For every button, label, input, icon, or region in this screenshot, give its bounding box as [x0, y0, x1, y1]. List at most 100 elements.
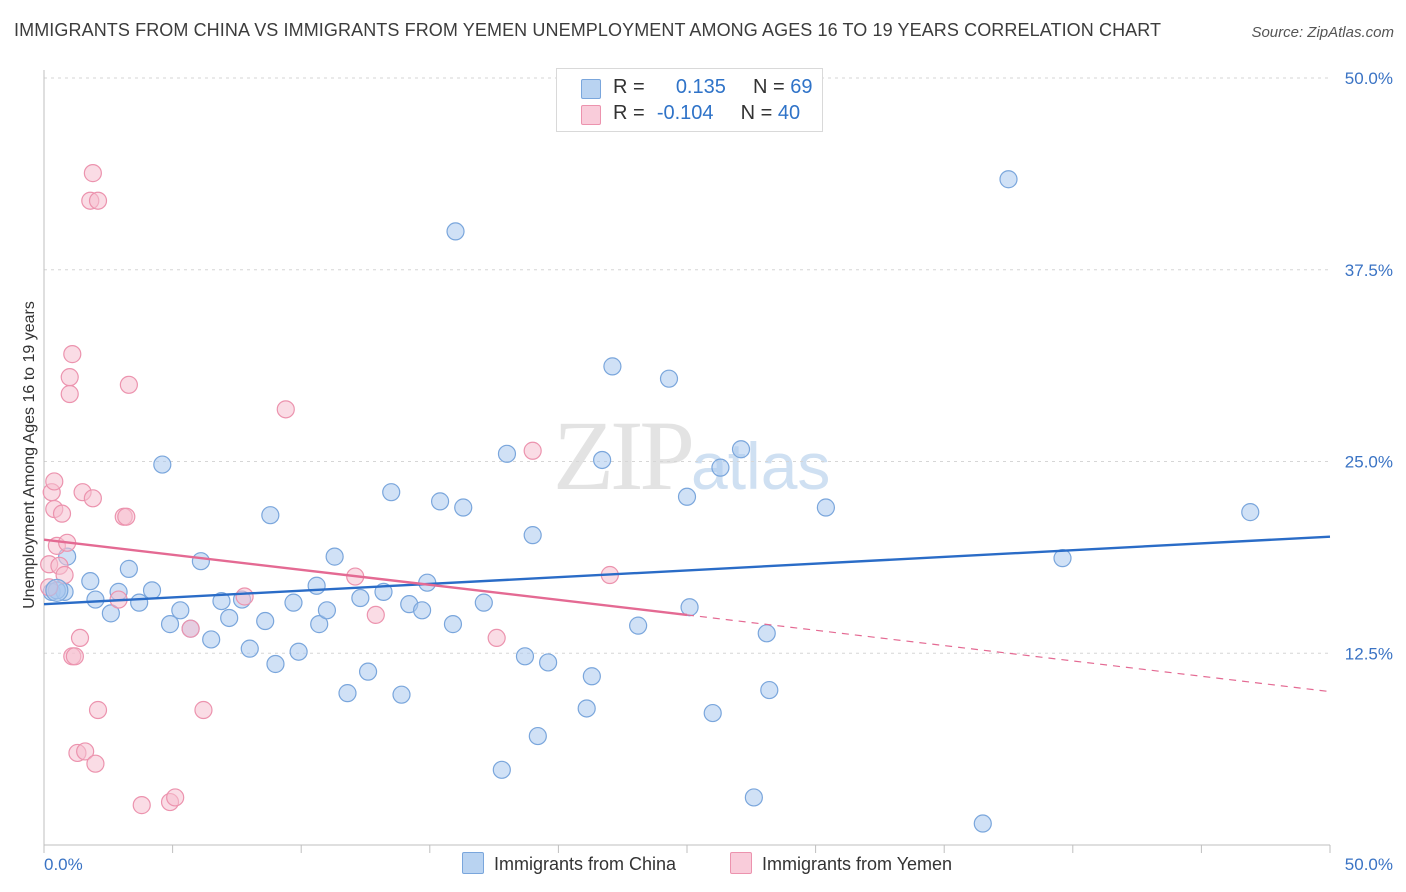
yemen-point: [83, 164, 102, 183]
source-label: Source: ZipAtlas.com: [1251, 24, 1394, 41]
yemen-point: [181, 619, 200, 638]
china-point: [338, 684, 357, 703]
china-point: [711, 458, 730, 477]
y-tick-label: 50.0%: [1345, 69, 1393, 88]
correlation-legend: R = 0.135 N = 69 R = -0.104 N = 40: [556, 68, 823, 132]
china-point: [119, 559, 138, 578]
china-point: [358, 662, 378, 681]
china-point: [731, 440, 751, 459]
china-point: [474, 593, 493, 612]
china-point: [240, 639, 259, 658]
china-point-cluster: [45, 578, 69, 602]
yemen-point: [276, 400, 295, 419]
china-point: [446, 222, 465, 241]
china-point: [351, 588, 370, 608]
china-point: [677, 487, 697, 506]
china-point: [81, 572, 100, 591]
yemen-trendline-solid: [43, 538, 688, 617]
china-point: [492, 760, 511, 779]
china-point: [430, 492, 450, 511]
china-point: [171, 601, 190, 620]
yemen-point: [88, 191, 108, 210]
legend-n-label: N =: [753, 76, 785, 98]
china-point: [307, 576, 326, 595]
yemen-point: [60, 368, 79, 387]
bottom-legend-yemen-label: Immigrants from Yemen: [762, 854, 953, 874]
yemen-point: [45, 472, 64, 491]
china-point: [1241, 503, 1260, 522]
china-point: [412, 601, 432, 620]
chart-title: IMMIGRANTS FROM CHINA VS IMMIGRANTS FROM…: [14, 20, 1162, 40]
yemen-point: [83, 489, 102, 508]
china-trendline-solid: [43, 535, 1331, 606]
legend-swatch-yemen: [581, 105, 601, 125]
yemen-point: [119, 375, 138, 394]
legend-n-label: N =: [740, 102, 773, 124]
china-point: [392, 685, 411, 704]
yemen-point: [86, 754, 105, 773]
yemen-trendline-dashed: [686, 614, 1331, 693]
china-point: [539, 653, 558, 672]
x-tick-label-max: 50.0%: [1345, 855, 1393, 874]
legend-china-r: 0.135: [675, 76, 726, 98]
legend-swatch-china: [581, 79, 601, 99]
x-tick-label-min: 0.0%: [44, 855, 83, 874]
yemen-point: [76, 742, 95, 761]
y-axis-label: Unemployment Among Ages 16 to 19 years: [21, 301, 38, 609]
bottom-legend-yemen: Immigrants from Yemen: [730, 852, 952, 875]
china-point: [130, 593, 149, 612]
yemen-point: [132, 796, 151, 815]
yemen-point: [63, 345, 82, 364]
china-point: [760, 680, 779, 700]
china-point: [317, 601, 337, 620]
china-point: [497, 444, 517, 463]
yemen-point: [117, 507, 136, 526]
china-point: [220, 608, 239, 628]
yemen-point: [487, 628, 506, 648]
china-point: [325, 547, 344, 566]
china-point: [443, 615, 463, 634]
china-point: [757, 624, 776, 643]
china-point: [703, 703, 722, 723]
legend-r-label: R =: [613, 102, 645, 124]
yemen-point: [70, 628, 90, 648]
china-point: [261, 506, 280, 525]
china-point: [744, 788, 763, 807]
china-point: [629, 616, 648, 635]
china-point: [603, 357, 622, 376]
china-point: [454, 498, 473, 517]
y-tick-label: 25.0%: [1345, 453, 1393, 472]
china-point: [973, 814, 992, 833]
bottom-legend-china-label: Immigrants from China: [494, 854, 677, 874]
china-point: [816, 498, 835, 517]
legend-china-n: 69: [790, 76, 813, 98]
yemen-point: [65, 647, 84, 666]
china-point: [382, 483, 401, 502]
bottom-legend-china-swatch: [462, 852, 484, 874]
yemen-point: [194, 700, 213, 720]
bottom-legend-china: Immigrants from China: [462, 852, 676, 875]
china-point: [593, 450, 612, 470]
china-point: [659, 369, 679, 388]
china-point: [523, 526, 542, 545]
china-point: [680, 598, 699, 617]
china-point: [515, 647, 535, 666]
china-point: [191, 552, 210, 571]
yemen-point: [235, 587, 254, 606]
china-point: [86, 590, 105, 609]
yemen-point: [366, 605, 385, 625]
china-point: [101, 604, 120, 623]
china-point: [289, 642, 308, 661]
china-point: [577, 699, 596, 718]
legend-yemen-r: -0.104: [656, 102, 714, 124]
china-point: [153, 455, 172, 474]
china-point: [999, 170, 1018, 189]
yemen-point: [52, 504, 72, 523]
yemen-point: [88, 700, 108, 720]
china-point: [582, 667, 601, 686]
china-point: [528, 726, 547, 746]
yemen-point: [523, 441, 542, 460]
china-point: [202, 630, 221, 649]
y-tick-label: 37.5%: [1345, 261, 1393, 280]
china-point: [266, 654, 285, 674]
